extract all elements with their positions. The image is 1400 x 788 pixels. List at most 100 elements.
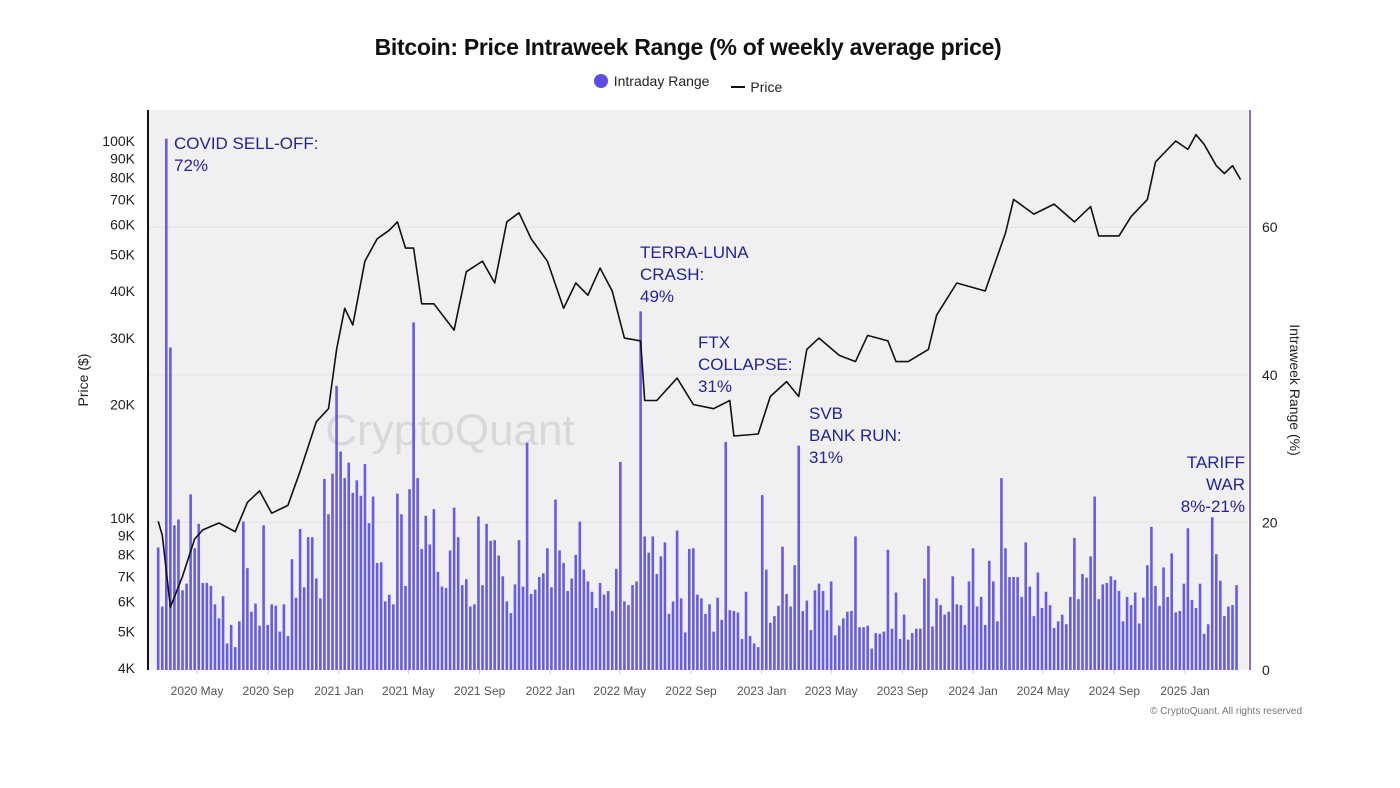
y-left-tick-label: 30K: [110, 330, 136, 346]
intraday-range-bar: [1077, 599, 1080, 670]
y-right-tick-label: 0: [1262, 662, 1270, 678]
intraday-range-bar: [890, 628, 894, 670]
intraday-range-bar: [529, 593, 533, 670]
intraday-range-bar: [1210, 517, 1214, 670]
intraday-range-bar: [1214, 554, 1218, 670]
intraday-range-bar: [262, 525, 265, 670]
intraday-range-bar: [294, 597, 298, 670]
intraday-range-bar: [671, 601, 675, 670]
intraday-range-bar: [602, 594, 606, 670]
intraday-range-bar: [785, 593, 788, 670]
intraday-range-bar: [1020, 596, 1023, 670]
intraday-range-bar: [854, 536, 857, 670]
y-right-axis-title: Intraweek Range (%): [1287, 324, 1303, 456]
intraday-range-bar: [189, 494, 192, 670]
intraday-range-bar: [679, 598, 683, 670]
intraday-range-bar: [773, 616, 776, 670]
intraday-range-bar: [906, 639, 910, 670]
intraday-range-bar: [1158, 605, 1161, 670]
intraday-range-bar: [465, 579, 468, 670]
intraday-range-bar: [1186, 528, 1190, 670]
intraday-range-bar: [513, 584, 517, 670]
intraday-range-bar: [1044, 591, 1048, 670]
intraday-range-bar: [947, 611, 951, 670]
intraday-range-bar: [627, 605, 630, 670]
intraday-range-bar: [1121, 621, 1125, 670]
intraday-range-bar: [1223, 616, 1226, 670]
intraday-range-bar: [213, 604, 217, 670]
intraday-range-bar: [578, 521, 582, 670]
x-tick-label: 2022 Sep: [665, 684, 717, 698]
intraday-range-bar: [554, 499, 557, 670]
intraday-range-bar: [939, 605, 942, 670]
intraday-range-bar: [428, 544, 432, 670]
intraday-range-bar: [619, 461, 622, 670]
intraday-range-bar: [278, 631, 282, 670]
intraday-range-bar: [404, 585, 407, 670]
intraday-range-bar: [842, 618, 845, 670]
intraday-range-bar: [647, 552, 651, 670]
intraday-range-bar: [858, 627, 861, 670]
intraday-range-bar: [481, 585, 484, 670]
intraday-range-bar: [1137, 623, 1141, 670]
intraday-range-bar: [1113, 579, 1117, 670]
intraday-range-bar: [379, 562, 383, 670]
intraday-range-bar: [837, 625, 841, 670]
intraday-range-bar: [310, 537, 314, 670]
intraday-range-bar: [692, 548, 695, 670]
intraday-range-bar: [363, 464, 367, 670]
intraday-range-bar: [963, 624, 967, 670]
intraday-range-bar: [833, 635, 837, 670]
intraday-range-bar: [416, 478, 419, 670]
y-left-tick-label: 9K: [118, 527, 136, 543]
intraday-range-bar: [935, 598, 938, 670]
intraday-range-bar: [537, 577, 541, 670]
intraday-range-bar: [1052, 627, 1056, 670]
intraday-range-bar: [233, 647, 237, 670]
intraday-range-bar: [242, 521, 245, 670]
intraday-range-bar: [1182, 583, 1186, 670]
intraday-range-bar: [797, 445, 801, 670]
intraday-range-bar: [383, 601, 387, 670]
intraday-range-bar: [452, 507, 456, 670]
intraday-range-bar: [1235, 585, 1238, 670]
intraday-range-bar: [850, 610, 853, 670]
intraday-range-bar: [165, 138, 168, 670]
intraday-range-bar: [298, 529, 302, 670]
intraday-range-bar: [801, 610, 805, 670]
intraday-range-bar: [732, 610, 736, 670]
intraday-range-bar: [339, 451, 342, 670]
legend-item-intraday-range[interactable]: Intraday Range: [593, 73, 709, 89]
y-left-tick-label: 100K: [102, 133, 135, 149]
intraday-range-bar: [1081, 574, 1084, 670]
intraday-range-bar: [160, 606, 164, 670]
intraday-range-bar: [473, 604, 476, 670]
intraday-range-bar: [1166, 596, 1169, 670]
intraday-range-bar: [1202, 633, 1206, 670]
x-tick-label: 2020 Sep: [243, 684, 295, 698]
intraday-range-bar: [898, 639, 902, 670]
intraday-range-bar: [1170, 553, 1173, 670]
intraday-range-bar: [675, 530, 679, 670]
intraday-range-bar: [460, 585, 464, 670]
intraday-range-bar: [1162, 567, 1165, 670]
y-right-tick-label: 20: [1262, 514, 1278, 530]
intraday-range-bar: [951, 576, 955, 670]
y-left-tick-label: 90K: [110, 150, 136, 166]
legend-item-price[interactable]: Price: [731, 79, 782, 95]
intraday-range-bar: [343, 478, 346, 670]
intraday-range-bar: [582, 569, 586, 670]
line-icon: [731, 86, 746, 88]
intraday-range-bar: [570, 578, 573, 670]
intraday-range-bar: [708, 604, 711, 670]
intraday-range-bar: [156, 547, 160, 670]
intraday-range-bar: [497, 555, 501, 670]
intraday-range-bar: [874, 633, 878, 670]
intraday-range-bar: [177, 519, 180, 670]
intraday-range-bar: [1154, 585, 1157, 670]
intraday-range-bar: [444, 588, 448, 670]
intraday-range-bar: [266, 624, 269, 670]
intraday-range-bar: [586, 581, 590, 670]
intraday-range-bar: [1073, 537, 1076, 670]
annotation-covid-sell-off: COVID SELL-OFF:: [174, 134, 319, 153]
